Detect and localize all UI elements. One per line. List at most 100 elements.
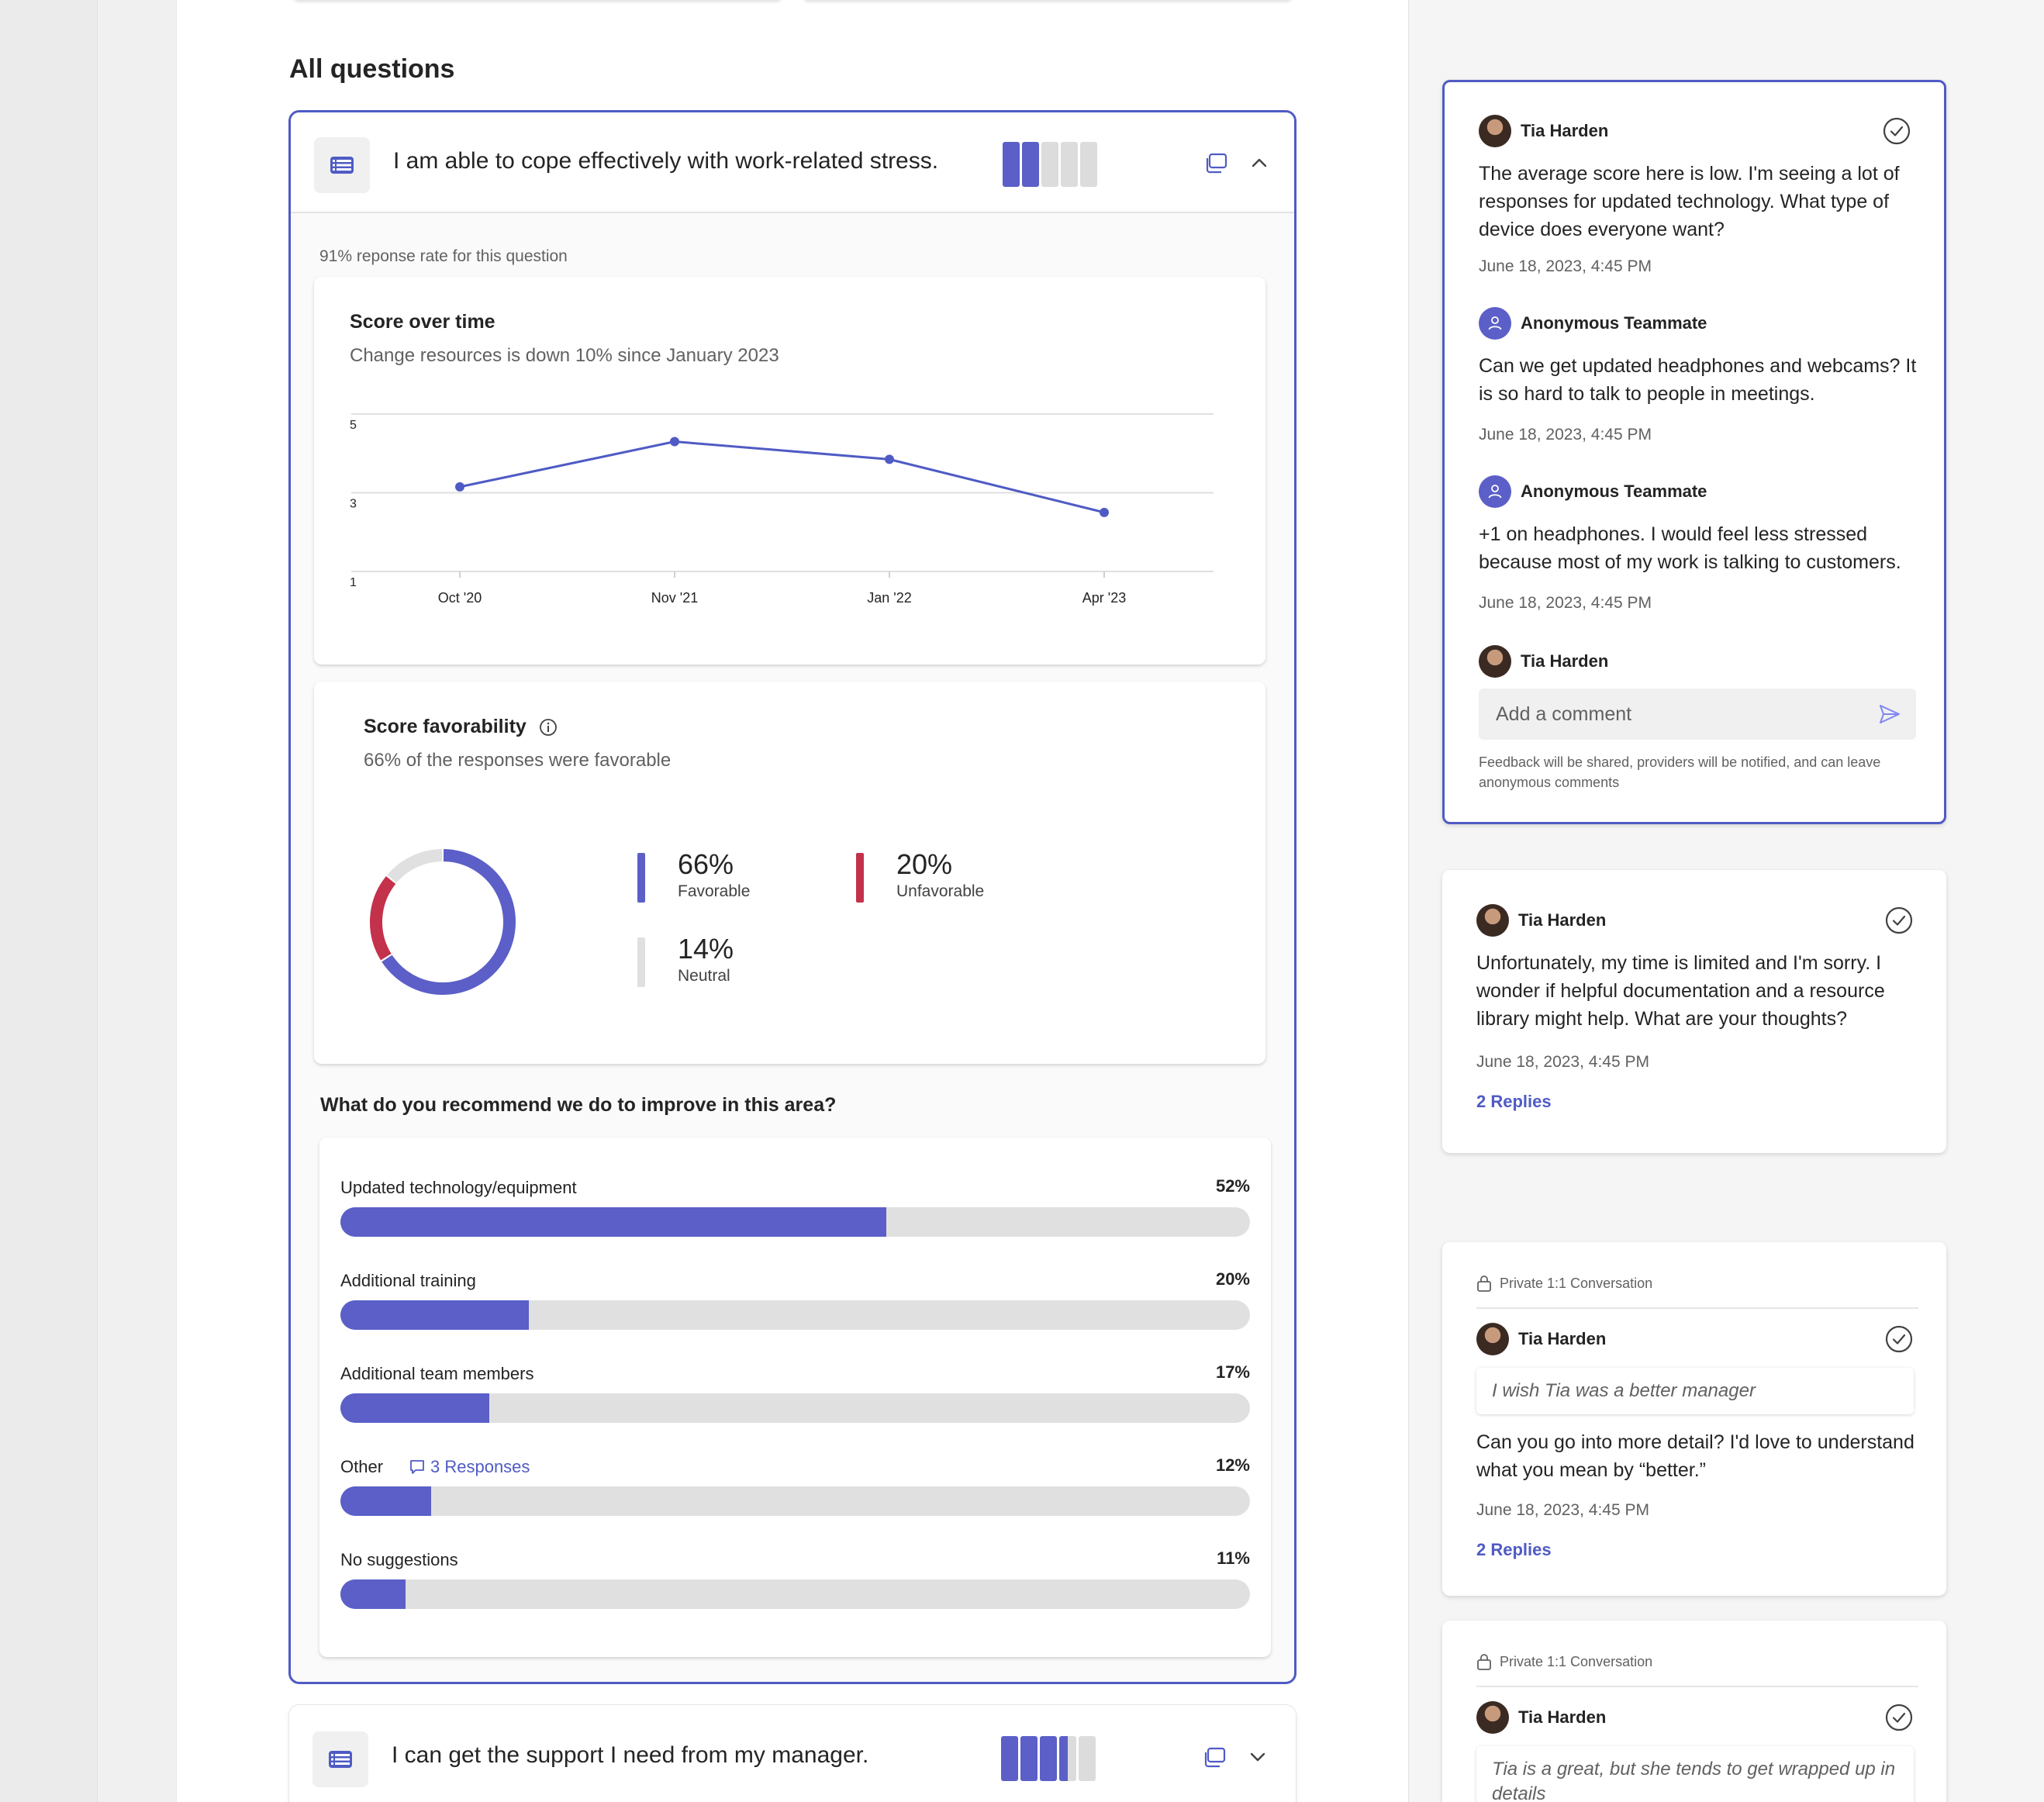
section-title: All questions	[289, 54, 455, 84]
quoted-response: Tia is a great, but she tends to get wra…	[1476, 1746, 1914, 1802]
question-text: I can get the support I need from my man…	[392, 1742, 869, 1768]
score-favorability-title: Score favorability	[364, 716, 527, 737]
recommend-item: No suggestions 11%	[340, 1548, 1250, 1628]
reply-author: Tia Harden	[1479, 645, 1608, 678]
question-header[interactable]: I can get the support I need from my man…	[289, 1705, 1296, 1802]
check-circle-icon[interactable]	[1884, 1324, 1914, 1354]
private-conversation-label: Private 1:1 Conversation	[1476, 1653, 1652, 1670]
recommend-percent: 52%	[1215, 1176, 1250, 1196]
recommend-card: Updated technology/equipment 52% Additio…	[319, 1137, 1271, 1657]
recommend-title: What do you recommend we do to improve i…	[320, 1094, 837, 1116]
legend-unfavorable-value: 20%	[896, 848, 953, 880]
recommend-bar-fill	[340, 1486, 432, 1516]
comment-input[interactable]	[1479, 689, 1916, 740]
other-responses-label: 3 Responses	[430, 1457, 530, 1476]
recommend-bar-track	[340, 1486, 1250, 1516]
donut-chart	[370, 849, 516, 995]
comment-time: June 18, 2023, 4:45 PM	[1479, 257, 1652, 275]
comment-thread: Private 1:1 Conversation Tia Harden I wi…	[1442, 1242, 1946, 1596]
person-icon	[1479, 475, 1511, 508]
recommend-bar-track	[340, 1300, 1250, 1330]
data-point[interactable]	[885, 454, 894, 464]
check-circle-icon[interactable]	[1884, 1703, 1914, 1732]
score-favorability-card: Score favorability 66% of the responses …	[314, 682, 1265, 1064]
recommend-label: Additional training	[340, 1271, 476, 1290]
lock-icon	[1477, 1276, 1491, 1292]
comment-note: Feedback will be shared, providers will …	[1479, 754, 1881, 790]
recommend-bar-fill	[340, 1579, 406, 1609]
comment-author: Anonymous Teammate	[1479, 307, 1707, 340]
recommend-percent: 11%	[1217, 1548, 1250, 1568]
recommend-percent: 17%	[1215, 1362, 1250, 1382]
response-rate: 91% reponse rate for this question	[319, 247, 568, 265]
add-comment-field[interactable]	[1479, 689, 1916, 740]
chevron-up-icon[interactable]	[1248, 151, 1271, 178]
send-icon[interactable]	[1879, 704, 1901, 724]
legend-favorable-swatch	[637, 853, 645, 903]
check-circle-icon[interactable]	[1882, 116, 1911, 146]
private-conversation-text: Private 1:1 Conversation	[1500, 1653, 1653, 1669]
lock-icon	[1477, 1654, 1491, 1670]
score-over-time-card: Score over time Change resources is down…	[314, 277, 1265, 665]
recommend-item: Additional training 20%	[340, 1269, 1250, 1348]
question-card: I am able to cope effectively with work-…	[288, 110, 1296, 1684]
comment-time: June 18, 2023, 4:45 PM	[1476, 1501, 1649, 1519]
avatar	[1479, 645, 1511, 678]
comment-author-name: Tia Harden	[1518, 1707, 1607, 1727]
donut-slice-favorable	[382, 849, 516, 995]
y-tick-label: 3	[350, 498, 357, 511]
check-circle-icon[interactable]	[1884, 906, 1914, 935]
avatar	[1476, 1323, 1509, 1355]
recommend-item: Additional team members 17%	[340, 1362, 1250, 1441]
avatar	[1479, 115, 1511, 147]
app-left-gutter	[0, 0, 98, 1802]
comment-author: Tia Harden	[1476, 904, 1606, 937]
comment-author: Tia Harden	[1476, 1701, 1606, 1734]
chevron-down-icon[interactable]	[1246, 1745, 1269, 1773]
recommend-label: Additional team members	[340, 1364, 534, 1383]
comment-body: +1 on headphones. I would feel less stre…	[1479, 523, 1901, 573]
y-tick-label: 5	[350, 419, 357, 432]
data-point[interactable]	[670, 437, 679, 447]
data-point[interactable]	[1100, 507, 1109, 517]
donut-slice-unfavorable	[370, 875, 396, 961]
comment-time: June 18, 2023, 4:45 PM	[1479, 426, 1652, 444]
recommend-label: Updated technology/equipment	[340, 1178, 577, 1197]
comment-icon	[410, 1460, 424, 1474]
recommend-bar-fill	[340, 1393, 490, 1423]
comment-author-name: Tia Harden	[1518, 910, 1607, 930]
comment-body: Can we get updated headphones and webcam…	[1479, 355, 1917, 405]
comment-body: The average score here is low. I'm seein…	[1479, 163, 1900, 240]
score-indicator	[1003, 142, 1097, 187]
x-tick-label: Jan '22	[867, 590, 911, 606]
replies-link[interactable]: 2 Replies	[1476, 1092, 1552, 1111]
recommend-item: Other 3 Responses 12%	[340, 1455, 1250, 1534]
data-point[interactable]	[455, 482, 464, 492]
comment-body: Unfortunately, my time is limited and I'…	[1476, 952, 1885, 1030]
legend-neutral-label: Neutral	[678, 967, 730, 985]
recommend-percent: 12%	[1215, 1455, 1250, 1475]
info-icon[interactable]	[539, 718, 558, 737]
comment-icon[interactable]	[1204, 151, 1229, 180]
private-conversation-label: Private 1:1 Conversation	[1476, 1275, 1652, 1292]
comment-author-name: Anonymous Teammate	[1521, 313, 1707, 333]
x-tick-label: Apr '23	[1082, 590, 1126, 606]
recommend-label: No suggestions	[340, 1550, 458, 1569]
line-chart: 1 3 5 Oct '20 Nov '21 Jan '22 Apr '23	[350, 413, 1214, 606]
avatar	[1476, 1701, 1509, 1734]
comment-author: Tia Harden	[1476, 1323, 1606, 1355]
legend-unfavorable-label: Unfavorable	[896, 882, 985, 900]
legend-neutral-swatch	[637, 937, 645, 987]
recommend-bar-fill	[340, 1207, 886, 1237]
other-responses-link[interactable]: 3 Responses	[409, 1457, 530, 1477]
question-header[interactable]: I am able to cope effectively with work-…	[291, 112, 1294, 213]
divider	[1476, 1307, 1918, 1309]
series-line	[459, 440, 1105, 514]
legend-unfavorable-swatch	[856, 853, 864, 903]
comment-time: June 18, 2023, 4:45 PM	[1479, 594, 1652, 612]
comment-icon[interactable]	[1203, 1745, 1227, 1774]
comment-author-name: Tia Harden	[1521, 121, 1609, 140]
legend-neutral-value: 14%	[678, 933, 734, 965]
person-icon	[1479, 307, 1511, 340]
replies-link[interactable]: 2 Replies	[1476, 1540, 1552, 1559]
